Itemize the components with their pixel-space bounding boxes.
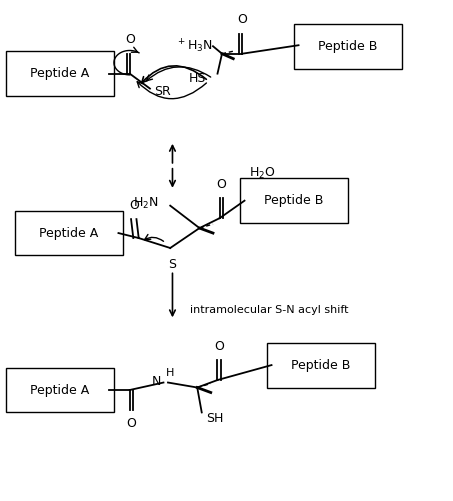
Text: N: N <box>152 375 161 388</box>
Text: Peptide A: Peptide A <box>30 67 90 80</box>
Text: O: O <box>214 340 224 353</box>
Text: O: O <box>216 178 226 191</box>
Text: O: O <box>125 33 135 46</box>
Text: H$_2$N: H$_2$N <box>133 195 159 211</box>
Text: SH: SH <box>206 412 224 425</box>
FancyBboxPatch shape <box>6 368 114 412</box>
Text: HS: HS <box>189 72 206 85</box>
Text: $^+$H$_3$N: $^+$H$_3$N <box>176 38 213 55</box>
Text: Peptide A: Peptide A <box>39 226 99 239</box>
FancyBboxPatch shape <box>6 51 114 96</box>
Text: SR: SR <box>154 85 171 98</box>
Text: S: S <box>169 258 177 271</box>
Text: intramolecular S-N acyl shift: intramolecular S-N acyl shift <box>190 305 349 315</box>
FancyBboxPatch shape <box>240 178 348 223</box>
Text: H: H <box>166 368 174 378</box>
Text: O: O <box>237 14 247 26</box>
Text: Peptide B: Peptide B <box>265 194 324 207</box>
FancyBboxPatch shape <box>294 24 402 69</box>
Text: O: O <box>126 417 136 430</box>
FancyBboxPatch shape <box>267 343 375 387</box>
Text: O: O <box>129 198 139 211</box>
Text: Peptide B: Peptide B <box>291 359 351 372</box>
FancyBboxPatch shape <box>15 210 123 256</box>
Text: Peptide A: Peptide A <box>30 383 90 396</box>
Text: H$_2$O: H$_2$O <box>249 166 275 181</box>
Text: Peptide B: Peptide B <box>318 40 378 53</box>
